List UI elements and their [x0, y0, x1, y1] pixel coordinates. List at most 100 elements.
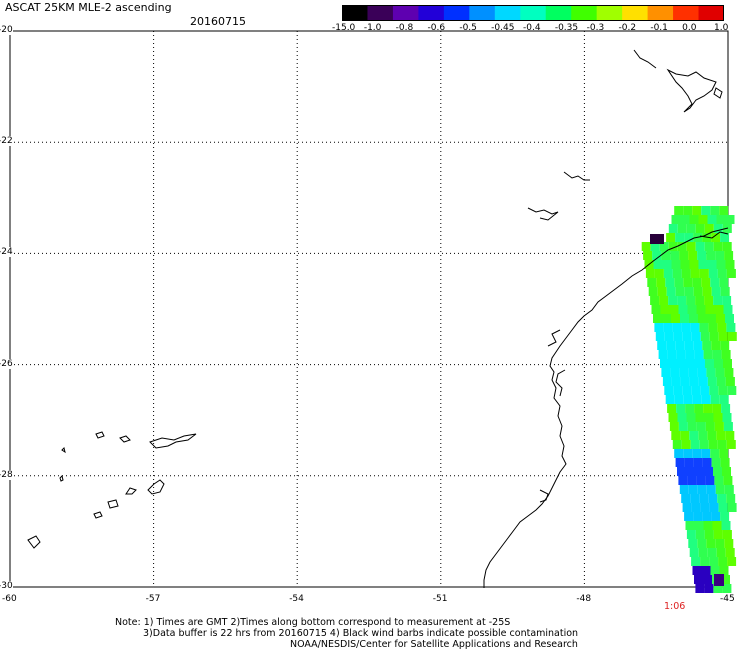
swath-cell	[695, 224, 705, 233]
swath-cell	[709, 503, 719, 512]
swath-cell	[703, 575, 712, 584]
swath-cell	[660, 305, 670, 314]
swath-cell	[663, 323, 673, 332]
swath-cell	[675, 287, 685, 296]
colorbar-swatch	[698, 5, 724, 21]
swath-cell	[705, 422, 715, 431]
swath-cell	[717, 323, 727, 332]
swath-cell	[715, 368, 725, 377]
swath-cell	[707, 377, 717, 386]
swath-cell	[663, 269, 673, 278]
graticule	[9, 30, 729, 588]
swath-cell	[680, 314, 689, 323]
swath-cell	[669, 305, 679, 314]
swath-cell	[669, 359, 678, 368]
swath-cell	[703, 404, 713, 413]
swath-cell	[705, 359, 714, 368]
swath-cell	[725, 377, 735, 386]
swath-cell	[716, 260, 726, 269]
swath-cell	[653, 314, 662, 323]
swath-cell	[665, 395, 675, 404]
swath-cell	[711, 512, 721, 521]
swath-cell	[671, 377, 681, 386]
swath-cell	[719, 566, 729, 575]
colorbar-label: -1.0	[363, 23, 382, 33]
swath-cell	[709, 332, 719, 341]
swath-cell	[675, 458, 685, 467]
swath-cell	[713, 467, 722, 476]
swath-cell	[706, 368, 716, 377]
swath-cell	[683, 206, 693, 215]
time-label: 1:06	[664, 601, 686, 612]
y-tick-label: -30	[0, 581, 13, 591]
swath-cell	[686, 242, 696, 251]
swath-cell	[658, 350, 668, 359]
swath-cell	[671, 431, 681, 440]
swath-cell	[712, 521, 722, 530]
swath-cell	[673, 332, 683, 341]
swath-cell	[710, 395, 720, 404]
swath-cell	[718, 332, 728, 341]
swath-cell	[666, 233, 676, 242]
swath-cell	[684, 233, 694, 242]
swath-cell	[702, 512, 712, 521]
colorbar-label: -0.45	[491, 23, 515, 33]
swath-cell	[674, 449, 684, 458]
swath-cell	[692, 278, 702, 287]
swath-cell	[655, 332, 665, 341]
swath-cell	[664, 332, 674, 341]
colorbar-label: -0.6	[427, 23, 446, 33]
swath-cell	[711, 341, 721, 350]
swath-cell	[716, 377, 726, 386]
swath-cell	[702, 341, 712, 350]
swath-cell	[687, 476, 697, 485]
swath-cell	[677, 467, 686, 476]
swath-cell	[662, 260, 672, 269]
colorbar-swatch	[367, 5, 394, 21]
colorbar-swatch	[443, 5, 470, 21]
swath-cell	[727, 557, 737, 566]
x-tick-label: -54	[289, 594, 304, 604]
swath-cell	[659, 296, 669, 305]
swath-cell	[685, 404, 695, 413]
swath-cell	[713, 584, 723, 593]
swath-cell	[694, 575, 703, 584]
swath-cell	[708, 323, 718, 332]
swath-cell	[689, 377, 699, 386]
swath-cell	[643, 251, 653, 260]
note-line-1: Note: 1) Times are GMT 2)Times along bot…	[115, 617, 511, 628]
swath-cell	[678, 305, 688, 314]
swath-cell	[703, 350, 713, 359]
swath-cell	[693, 458, 703, 467]
swath-cell	[701, 395, 711, 404]
swath-cell	[650, 234, 664, 244]
swath-cell	[650, 296, 660, 305]
swath-cell	[680, 215, 690, 224]
swath-cell	[722, 584, 732, 593]
swath-cell	[704, 413, 714, 422]
swath-cell	[697, 485, 707, 494]
swath-cell	[698, 431, 708, 440]
swath-cell	[726, 494, 736, 503]
swath-cell	[725, 431, 735, 440]
y-tick-label: -22	[0, 136, 13, 147]
colorbar-swatch	[494, 5, 521, 21]
swath-cell	[669, 422, 679, 431]
swath-cell	[701, 566, 711, 575]
swath-cell	[661, 251, 671, 260]
colorbar-label: 1.0	[714, 23, 729, 33]
swath-cell	[694, 404, 704, 413]
swath-cell	[704, 584, 714, 593]
swath-cell	[724, 251, 734, 260]
swath-cell	[727, 332, 737, 341]
swath-cell	[713, 242, 723, 251]
swath-cell	[696, 422, 706, 431]
swath-cell	[685, 521, 695, 530]
swath-cell	[682, 503, 692, 512]
swath-cell	[713, 413, 723, 422]
swath-cell	[661, 368, 671, 377]
swath-cell	[690, 494, 700, 503]
swath-cell	[723, 422, 733, 431]
colorbar-swatch	[392, 5, 419, 21]
swath-cell	[692, 395, 702, 404]
